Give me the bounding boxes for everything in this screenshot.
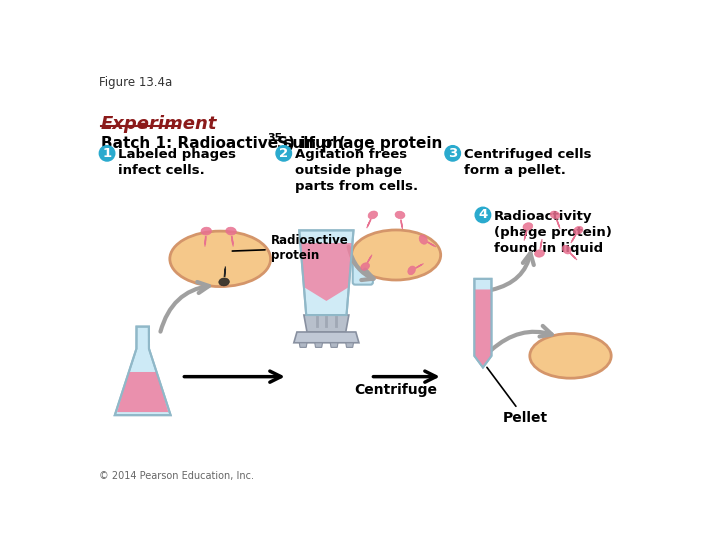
- Ellipse shape: [530, 334, 611, 378]
- Ellipse shape: [534, 249, 544, 257]
- Ellipse shape: [226, 227, 236, 235]
- Ellipse shape: [523, 222, 533, 230]
- Ellipse shape: [574, 226, 583, 234]
- Polygon shape: [117, 372, 168, 412]
- Text: Agitation frees
outside phage
parts from cells.: Agitation frees outside phage parts from…: [294, 148, 418, 193]
- Polygon shape: [300, 343, 307, 347]
- Text: 2: 2: [279, 147, 288, 160]
- Text: Radioactivity
(phage protein)
found in liquid: Radioactivity (phage protein) found in l…: [494, 210, 612, 254]
- Ellipse shape: [351, 230, 441, 280]
- Text: Batch 1: Radioactive sulfur (: Batch 1: Radioactive sulfur (: [101, 137, 346, 151]
- Text: 1: 1: [102, 147, 112, 160]
- Polygon shape: [300, 243, 353, 301]
- Text: 3: 3: [448, 147, 457, 160]
- Polygon shape: [474, 289, 492, 366]
- Ellipse shape: [219, 278, 230, 286]
- Polygon shape: [304, 315, 349, 332]
- Polygon shape: [294, 332, 359, 343]
- Ellipse shape: [368, 211, 377, 219]
- FancyBboxPatch shape: [353, 252, 373, 285]
- Text: Centrifuged cells
form a pellet.: Centrifuged cells form a pellet.: [464, 148, 591, 177]
- Text: Figure 13.4a: Figure 13.4a: [99, 76, 173, 89]
- Ellipse shape: [408, 266, 415, 275]
- Polygon shape: [346, 343, 354, 347]
- Polygon shape: [300, 231, 354, 315]
- Polygon shape: [474, 279, 492, 367]
- Ellipse shape: [562, 245, 571, 254]
- Ellipse shape: [170, 231, 271, 287]
- Text: © 2014 Pearson Education, Inc.: © 2014 Pearson Education, Inc.: [99, 471, 254, 481]
- Ellipse shape: [395, 211, 405, 219]
- Text: Centrifuge: Centrifuge: [355, 383, 438, 397]
- Polygon shape: [315, 343, 323, 347]
- Polygon shape: [330, 343, 338, 347]
- Circle shape: [445, 146, 461, 161]
- Text: Experiment: Experiment: [101, 115, 217, 133]
- Text: 4: 4: [478, 208, 487, 221]
- Text: Radioactive
protein: Radioactive protein: [233, 234, 348, 262]
- Ellipse shape: [361, 263, 369, 271]
- Text: Pellet: Pellet: [487, 367, 547, 426]
- Ellipse shape: [419, 235, 427, 244]
- Text: Labeled phages
infect cells.: Labeled phages infect cells.: [118, 148, 236, 177]
- Circle shape: [276, 146, 292, 161]
- Circle shape: [99, 146, 114, 161]
- Polygon shape: [114, 327, 171, 415]
- Ellipse shape: [550, 211, 560, 219]
- Circle shape: [475, 207, 490, 222]
- Ellipse shape: [201, 227, 212, 235]
- Text: S) in phage protein: S) in phage protein: [276, 137, 442, 151]
- Text: 35: 35: [267, 133, 283, 143]
